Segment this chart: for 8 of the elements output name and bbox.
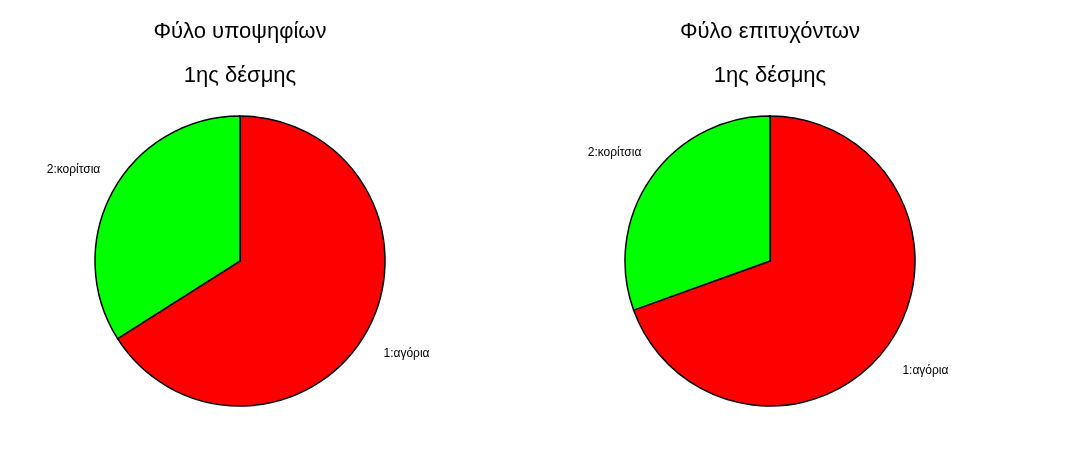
text: 1ης δέσμης	[713, 62, 827, 87]
slice-label: 1:αγόρια	[902, 363, 949, 378]
slice-label: 1:αγόρια	[383, 345, 430, 360]
slice-label: 2:κορίτσια	[46, 162, 101, 177]
slice-label: 2:κορίτσια	[587, 144, 642, 159]
text: Φύλο επιτυχόντων	[680, 18, 860, 43]
text: 1ης δέσμης	[183, 62, 297, 87]
text: Φύλο υποψηφίων	[153, 18, 327, 43]
